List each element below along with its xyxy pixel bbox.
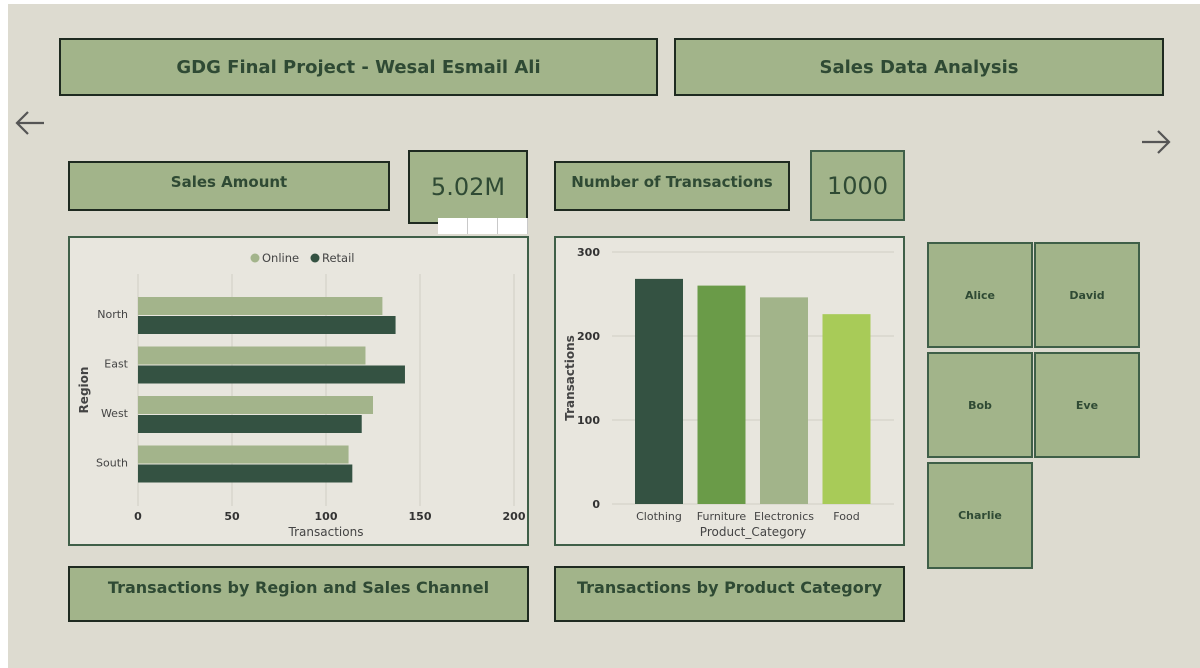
transactions-card: 1000 <box>810 150 905 221</box>
transactions-value: 1000 <box>826 171 889 200</box>
more-options-icon[interactable] <box>498 218 528 234</box>
transactions-label: Number of Transactions <box>554 161 790 211</box>
y-tick-label: South <box>96 457 128 470</box>
x-tick-label: 100 <box>315 510 338 523</box>
y-axis-title: Transactions <box>563 335 577 421</box>
x-axis-title: Transactions <box>288 525 364 539</box>
report-subtitle: Sales Data Analysis <box>674 38 1164 96</box>
sales-amount-label: Sales Amount <box>68 161 390 211</box>
chart-bar <box>138 365 405 384</box>
x-tick-label: Food <box>833 510 859 523</box>
salesperson-tile[interactable]: Eve <box>1034 352 1140 458</box>
category-chart-panel[interactable]: 0 100 200 300 Clothing Furniture Electronics Fo… <box>554 236 905 546</box>
sales-amount-label-text: Sales Amount <box>170 173 288 191</box>
legend-label: Online <box>262 251 299 265</box>
category-chart: 0 100 200 300 Clothing Furniture Electronics Fo… <box>563 246 894 539</box>
y-tick-label: 300 <box>577 246 600 259</box>
x-tick-label: Electronics <box>754 510 814 523</box>
salesperson-tile[interactable]: Charlie <box>927 462 1033 569</box>
report-title: GDG Final Project - Wesal Esmail Ali <box>59 38 658 96</box>
y-tick-label: 100 <box>577 414 600 427</box>
region-chart-caption: Transactions by Region and Sales Channel <box>68 566 529 622</box>
y-tick-label: North <box>97 308 128 321</box>
sales-amount-card: 5.02M <box>408 150 528 224</box>
chart-bar <box>138 346 366 365</box>
x-tick-label: Furniture <box>697 510 747 523</box>
x-tick-label: 0 <box>134 510 142 523</box>
sales-amount-value: 5.02M <box>430 173 506 201</box>
salesperson-name: Charlie <box>958 509 1002 522</box>
transactions-label-text: Number of Transactions <box>571 173 773 191</box>
chart-bar <box>760 297 808 504</box>
filter-icon[interactable] <box>438 218 468 234</box>
visual-header-toolbar <box>438 218 528 234</box>
x-tick-label: 50 <box>224 510 240 523</box>
region-chart-caption-text: Transactions by Region and Sales Channel <box>107 578 490 597</box>
legend-label: Retail <box>322 251 355 265</box>
x-tick-label: 200 <box>503 510 526 523</box>
legend-marker <box>310 253 320 263</box>
arrow-left-icon[interactable] <box>14 107 46 139</box>
report-subtitle-text: Sales Data Analysis <box>819 56 1019 78</box>
chart-legend: Online Retail <box>250 251 355 265</box>
y-tick-label: 200 <box>577 330 600 343</box>
salesperson-name: David <box>1069 288 1105 302</box>
chart-bar <box>697 285 746 504</box>
salesperson-tile[interactable]: Alice <box>927 242 1033 348</box>
salesperson-name: Bob <box>968 398 992 412</box>
chart-bar <box>138 464 353 483</box>
region-chart-panel[interactable]: 0 50 100 150 200 Online Retail North East West Sou… <box>68 236 529 546</box>
x-axis-title: Product_Category <box>700 525 806 539</box>
category-chart-caption-text: Transactions by Product Category <box>576 578 883 597</box>
salesperson-name: Eve <box>1075 398 1099 412</box>
x-tick-label: Clothing <box>636 510 682 523</box>
chart-bar <box>635 278 683 504</box>
y-tick-label: 0 <box>592 498 600 511</box>
chart-bar <box>138 316 396 334</box>
chart-bar <box>138 297 383 315</box>
region-chart: 0 50 100 150 200 Online Retail North East West Sou… <box>77 251 526 539</box>
report-title-text: GDG Final Project - Wesal Esmail Ali <box>176 56 541 78</box>
salesperson-name: Alice <box>964 288 996 302</box>
chart-bar <box>138 415 362 433</box>
y-tick-label: West <box>101 407 129 420</box>
chart-bar <box>822 314 871 504</box>
legend-marker <box>250 253 260 263</box>
focus-mode-icon[interactable] <box>468 218 498 234</box>
chart-bar <box>138 396 373 414</box>
arrow-right-icon[interactable] <box>1140 126 1172 158</box>
salesperson-tile[interactable]: David <box>1034 242 1140 348</box>
y-axis-title: Region <box>77 367 91 414</box>
x-tick-label: 150 <box>409 510 432 523</box>
salesperson-tile[interactable]: Bob <box>927 352 1033 458</box>
category-chart-caption: Transactions by Product Category <box>554 566 905 622</box>
chart-bar <box>138 445 349 464</box>
y-tick-label: East <box>104 358 128 371</box>
